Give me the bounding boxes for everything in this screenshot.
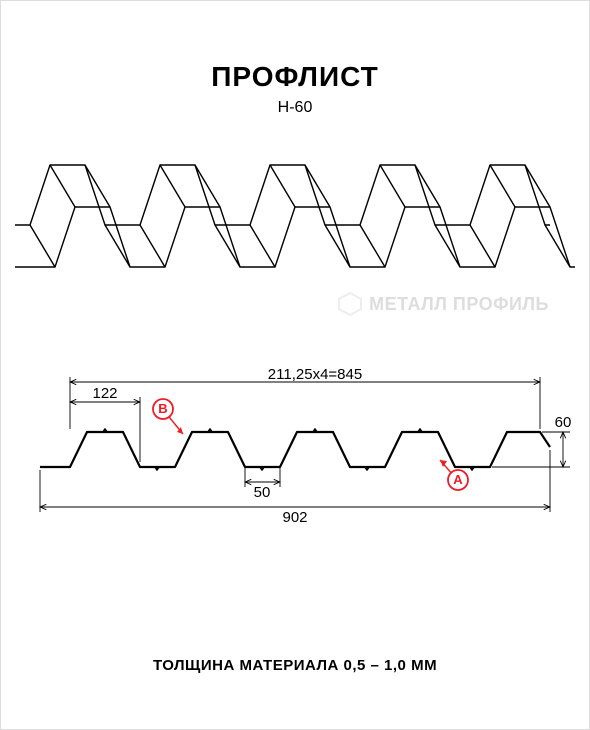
footer: ТОЛЩИНА МАТЕРИАЛА 0,5 – 1,0 ММ	[1, 657, 589, 674]
page-subtitle: Н-60	[1, 99, 589, 117]
page-title: ПРОФЛИСТ	[1, 61, 589, 93]
dim-lead: 122	[92, 385, 117, 402]
dim-pitch: 211,25х4=845	[268, 367, 362, 383]
marker-a-label: A	[453, 472, 463, 487]
marker-b-label: B	[158, 401, 167, 416]
cross-section-svg: 211,25х4=845 122 50 902 60 B A	[15, 367, 575, 537]
dim-total: 902	[282, 509, 307, 526]
marker-b: B	[153, 399, 183, 434]
header: ПРОФЛИСТ Н-60	[1, 1, 589, 117]
isometric-view	[15, 147, 575, 307]
cross-section-view: 211,25х4=845 122 50 902 60 B A	[15, 367, 575, 527]
dim-height: 60	[555, 414, 572, 431]
dim-valley: 50	[254, 484, 271, 501]
thickness-label: ТОЛЩИНА МАТЕРИАЛА 0,5 – 1,0 ММ	[153, 657, 437, 674]
isometric-svg	[15, 147, 575, 307]
